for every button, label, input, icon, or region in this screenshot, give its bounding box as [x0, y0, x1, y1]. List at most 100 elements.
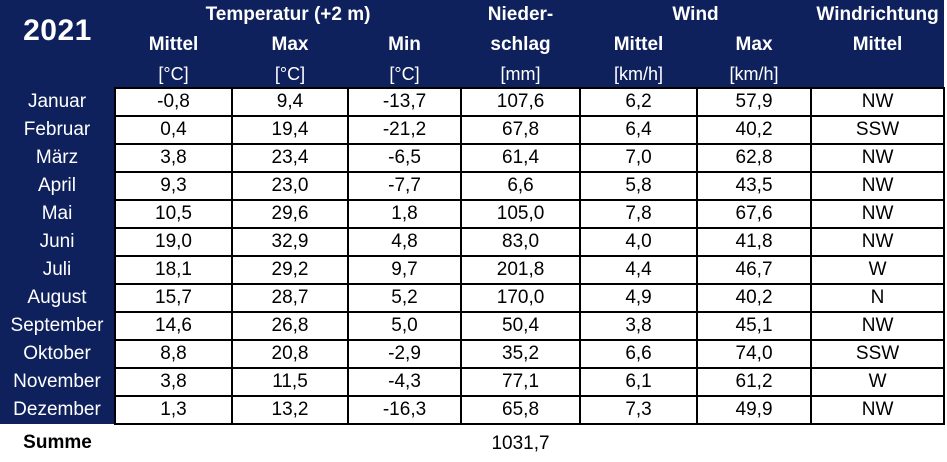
- precipitation-cell: 35,2: [460, 339, 582, 369]
- table-row: November 3,8 11,5 -4,3 77,1 6,1 61,2 W: [0, 367, 946, 397]
- temp-mittel-cell: 9,3: [114, 171, 233, 201]
- table-row: April 9,3 23,0 -7,7 6,6 5,8 43,5 NW: [0, 171, 946, 201]
- table-row: Dezember 1,3 13,2 -16,3 65,8 7,3 49,9 NW: [0, 395, 946, 425]
- temp-max-cell: 13,2: [231, 395, 349, 425]
- wind-mittel-cell: 7,0: [579, 143, 699, 173]
- wind-direction-cell: W: [810, 367, 946, 397]
- wind-max-cell: 49,9: [696, 395, 813, 425]
- temp-min-cell: 5,0: [346, 311, 463, 341]
- precipitation-cell: 77,1: [460, 367, 582, 397]
- temp-min-cell: -7,7: [346, 171, 463, 201]
- temp-max-cell: 23,4: [231, 143, 349, 173]
- month-label: März: [0, 144, 115, 172]
- empty-cell: [811, 424, 945, 462]
- precipitation-cell: 170,0: [460, 283, 582, 313]
- wind-direction-cell: NW: [810, 143, 946, 173]
- wind-max-cell: 57,9: [696, 87, 813, 117]
- temp-mittel-cell: -0,8: [114, 87, 233, 117]
- temp-max-cell: 28,7: [231, 283, 349, 313]
- wind-mittel-cell: 3,8: [579, 311, 699, 341]
- wind-group-header: Wind: [580, 0, 812, 29]
- temp-max-cell: 19,4: [231, 115, 349, 145]
- temp-max-cell: 11,5: [231, 367, 349, 397]
- table-row: September 14,6 26,8 5,0 50,4 3,8 45,1 NW: [0, 311, 946, 341]
- wind-max-cell: 62,8: [696, 143, 813, 173]
- month-label: Oktober: [0, 340, 115, 368]
- table-row: März 3,8 23,4 -6,5 61,4 7,0 62,8 NW: [0, 143, 946, 173]
- temp-mittel-cell: 3,8: [114, 143, 233, 173]
- wind-direction-cell: NW: [810, 311, 946, 341]
- month-label: August: [0, 284, 115, 312]
- precipitation-header-line1: Nieder-: [461, 0, 581, 29]
- precipitation-cell: 50,4: [460, 311, 582, 341]
- precipitation-unit: [mm]: [461, 61, 581, 88]
- month-label: April: [0, 172, 115, 200]
- precipitation-total: 1031,7: [461, 424, 581, 462]
- temp-min-cell: -2,9: [346, 339, 463, 369]
- temp-min-header: Min: [348, 29, 462, 61]
- month-label: Mai: [0, 200, 115, 228]
- wind-direction-cell: SSW: [810, 115, 946, 145]
- wind-mittel-cell: 4,9: [579, 283, 699, 313]
- winddirection-group-header: Windrichtung: [811, 0, 945, 29]
- temp-mittel-header: Mittel: [115, 29, 232, 61]
- wind-mittel-cell: 6,4: [579, 115, 699, 145]
- wind-direction-cell: N: [810, 283, 946, 313]
- temp-mittel-cell: 0,4: [114, 115, 233, 145]
- wind-max-cell: 67,6: [696, 199, 813, 229]
- year-unit-spacer: [0, 61, 115, 88]
- temp-min-cell: 9,7: [346, 255, 463, 285]
- precipitation-cell: 83,0: [460, 227, 582, 257]
- wind-mittel-cell: 4,4: [579, 255, 699, 285]
- winddirection-unit-spacer: [811, 61, 945, 88]
- table-row: Juli 18,1 29,2 9,7 201,8 4,4 46,7 W: [0, 255, 946, 285]
- precipitation-cell: 61,4: [460, 143, 582, 173]
- month-label: Februar: [0, 116, 115, 144]
- precipitation-cell: 105,0: [460, 199, 582, 229]
- wind-mittel-header: Mittel: [580, 29, 698, 61]
- sum-label: Summe: [0, 424, 115, 462]
- temp-mittel-cell: 1,3: [114, 395, 233, 425]
- wind-max-header: Max: [697, 29, 812, 61]
- month-label: Juli: [0, 256, 115, 284]
- temp-min-unit: [°C]: [348, 61, 462, 88]
- empty-cell: [115, 424, 232, 462]
- wind-direction-cell: NW: [810, 87, 946, 117]
- table-row: Februar 0,4 19,4 -21,2 67,8 6,4 40,2 SSW: [0, 115, 946, 145]
- wind-direction-cell: NW: [810, 171, 946, 201]
- wind-mittel-cell: 7,8: [579, 199, 699, 229]
- precipitation-cell: 67,8: [460, 115, 582, 145]
- precipitation-header-line2: schlag: [461, 29, 581, 61]
- temp-max-cell: 29,6: [231, 199, 349, 229]
- empty-cell: [348, 424, 462, 462]
- wind-mittel-unit: [km/h]: [580, 61, 698, 88]
- wind-mittel-cell: 5,8: [579, 171, 699, 201]
- wind-max-cell: 45,1: [696, 311, 813, 341]
- wind-max-unit: [km/h]: [697, 61, 812, 88]
- precipitation-cell: 201,8: [460, 255, 582, 285]
- wind-max-cell: 61,2: [696, 367, 813, 397]
- temp-min-cell: -16,3: [346, 395, 463, 425]
- empty-cell: [697, 424, 812, 462]
- temp-min-cell: -13,7: [346, 87, 463, 117]
- temp-mittel-unit: [°C]: [115, 61, 232, 88]
- wind-mittel-cell: 6,6: [579, 339, 699, 369]
- wind-max-cell: 40,2: [696, 115, 813, 145]
- month-label: Dezember: [0, 396, 115, 424]
- temp-mittel-cell: 19,0: [114, 227, 233, 257]
- temp-min-cell: -4,3: [346, 367, 463, 397]
- month-label: Januar: [0, 88, 115, 116]
- wind-direction-cell: NW: [810, 227, 946, 257]
- wind-max-cell: 41,8: [696, 227, 813, 257]
- temp-max-cell: 9,4: [231, 87, 349, 117]
- month-label: Juni: [0, 228, 115, 256]
- temp-max-cell: 26,8: [231, 311, 349, 341]
- table-row: Oktober 8,8 20,8 -2,9 35,2 6,6 74,0 SSW: [0, 339, 946, 369]
- temp-max-cell: 32,9: [231, 227, 349, 257]
- temp-mittel-cell: 18,1: [114, 255, 233, 285]
- wind-mittel-cell: 7,3: [579, 395, 699, 425]
- wind-max-cell: 40,2: [696, 283, 813, 313]
- temp-mittel-cell: 14,6: [114, 311, 233, 341]
